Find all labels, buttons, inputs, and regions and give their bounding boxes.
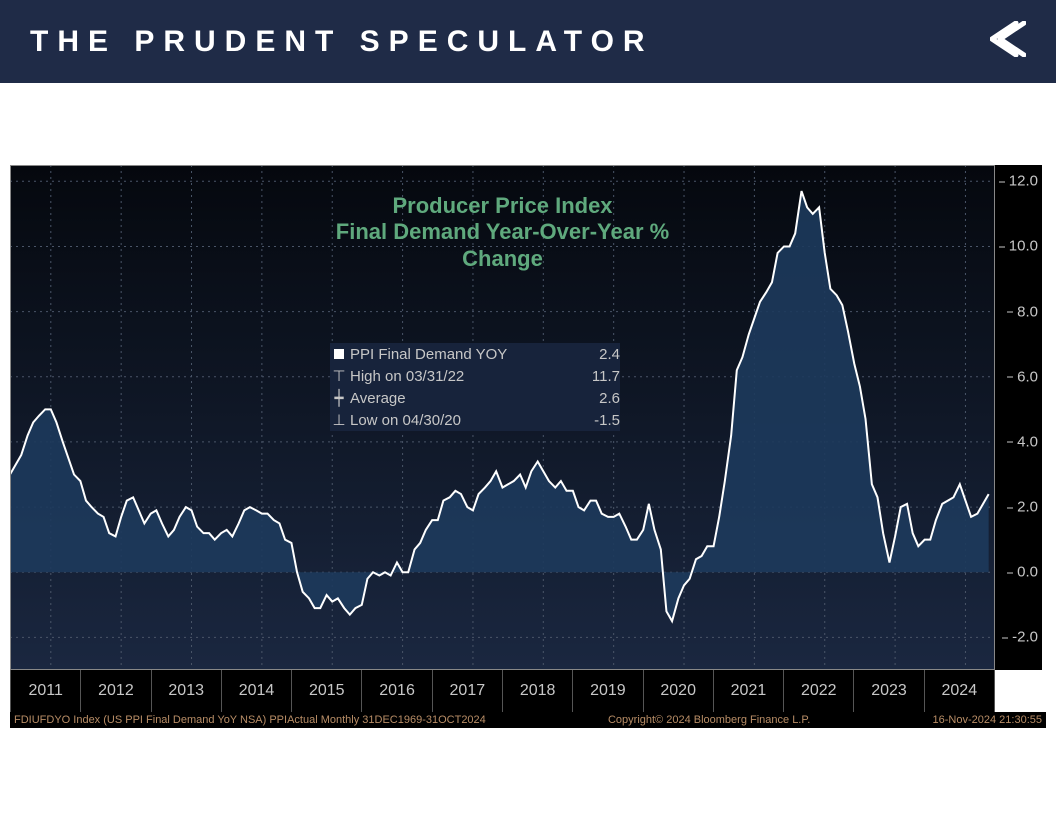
x-tick: 2024: [924, 670, 995, 712]
legend-symbol-icon: [330, 349, 348, 359]
y-tick: -2.0: [1012, 629, 1038, 646]
x-tick: 2011: [10, 670, 80, 712]
x-tick: 2022: [783, 670, 853, 712]
legend-row: ⊤High on 03/31/2211.7: [330, 365, 620, 387]
legend-value: 2.6: [572, 390, 620, 407]
x-tick: 2017: [432, 670, 502, 712]
legend-symbol-icon: ⊤: [330, 367, 348, 385]
y-tick: 4.0: [1017, 433, 1038, 450]
ppi-chart: Producer Price Index Final Demand Year-O…: [10, 165, 1046, 745]
header-title: THE PRUDENT SPECULATOR: [30, 25, 654, 59]
y-tick: 0.0: [1017, 564, 1038, 581]
y-tick: 6.0: [1017, 368, 1038, 385]
legend-symbol-icon: ⊥: [330, 411, 348, 429]
y-axis: -2.0 0.0 2.0 4.0 6.0 8.0 10.0 12.0: [995, 165, 1042, 670]
x-tick: 2015: [291, 670, 361, 712]
x-tick: 2019: [572, 670, 642, 712]
y-tick: 12.0: [1009, 173, 1038, 190]
x-tick: 2021: [713, 670, 783, 712]
chart-legend: PPI Final Demand YOY2.4⊤High on 03/31/22…: [330, 343, 620, 431]
x-tick: 2023: [853, 670, 923, 712]
footer-right: 16-Nov-2024 21:30:55: [933, 714, 1042, 726]
legend-value: 11.7: [572, 368, 620, 385]
x-tick: 2020: [643, 670, 713, 712]
y-tick: 2.0: [1017, 499, 1038, 516]
y-tick: 8.0: [1017, 303, 1038, 320]
chart-footer: FDIUFDYO Index (US PPI Final Demand YoY …: [10, 712, 1046, 728]
page-header: THE PRUDENT SPECULATOR: [0, 0, 1056, 83]
x-tick: 2013: [151, 670, 221, 712]
brand-logo-icon: [990, 21, 1026, 62]
legend-symbol-icon: ┿: [330, 389, 348, 407]
x-tick: 2014: [221, 670, 291, 712]
x-tick: 2018: [502, 670, 572, 712]
legend-label: Average: [348, 390, 572, 407]
legend-value: -1.5: [572, 412, 620, 429]
chart-plot-area: Producer Price Index Final Demand Year-O…: [10, 165, 995, 670]
x-axis: 2011201220132014201520162017201820192020…: [10, 670, 995, 712]
x-tick: 2016: [361, 670, 431, 712]
legend-label: High on 03/31/22: [348, 368, 572, 385]
x-tick: 2012: [80, 670, 150, 712]
legend-value: 2.4: [572, 346, 620, 363]
legend-row: ┿Average2.6: [330, 387, 620, 409]
legend-row: ⊥Low on 04/30/20-1.5: [330, 409, 620, 431]
legend-row: PPI Final Demand YOY2.4: [330, 343, 620, 365]
footer-left: FDIUFDYO Index (US PPI Final Demand YoY …: [14, 714, 486, 726]
legend-label: Low on 04/30/20: [348, 412, 572, 429]
legend-label: PPI Final Demand YOY: [348, 346, 572, 363]
footer-mid: Copyright© 2024 Bloomberg Finance L.P.: [608, 714, 810, 726]
y-tick: 10.0: [1009, 238, 1038, 255]
